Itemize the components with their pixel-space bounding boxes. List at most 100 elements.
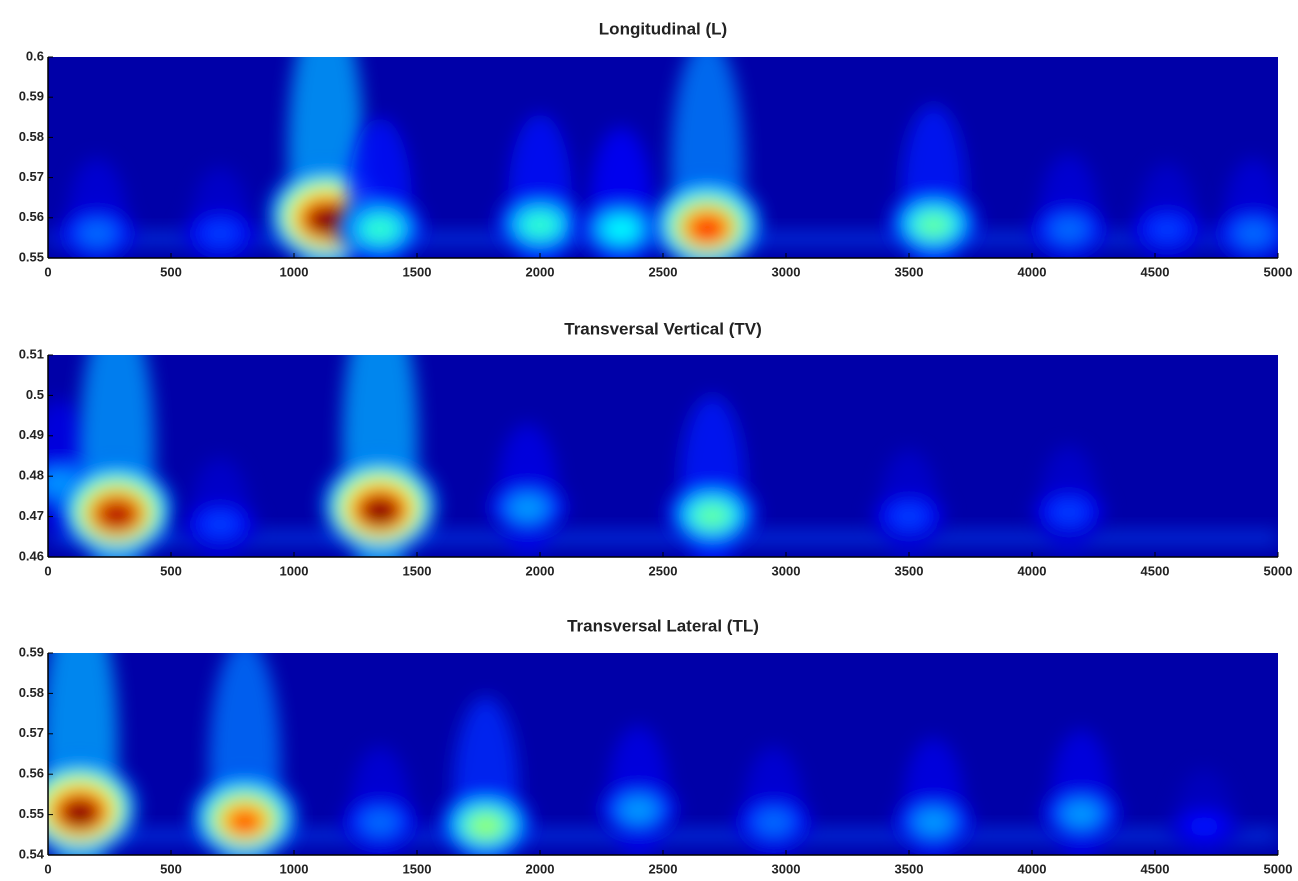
heat-spot [439,696,533,855]
x-tick-label: 0 [44,861,51,876]
heat-level [688,215,726,243]
heat-spot [181,166,259,258]
x-tick-label: 3000 [772,264,801,279]
y-tick-label: 0.55 [19,249,44,264]
y-tick-label: 0.59 [19,644,44,659]
x-tick-label: 500 [160,264,182,279]
heat-level [363,217,398,241]
y-tick-label: 0.57 [19,725,44,740]
x-tick-label: 4000 [1018,563,1047,578]
heat-area [48,355,1278,557]
heat-level [916,213,951,238]
heat-spot [893,737,975,855]
x-tick-label: 5000 [1264,563,1293,578]
y-tick-label: 0.58 [19,685,44,700]
x-tick-label: 1500 [403,563,432,578]
x-tick-label: 5000 [1264,861,1293,876]
x-tick-label: 500 [160,861,182,876]
heat-spot [1167,768,1242,855]
x-tick-label: 2000 [526,861,555,876]
x-tick-label: 1500 [403,264,432,279]
heat-level [757,811,791,834]
y-tick-label: 0.47 [19,508,44,523]
heat-spot [1129,162,1206,258]
y-tick-label: 0.56 [19,766,44,781]
x-tick-label: 3500 [895,264,924,279]
heat-level [522,213,558,237]
heat-spot [1029,153,1109,258]
heat-spot [487,423,569,557]
x-tick-label: 0 [44,264,51,279]
y-tick-label: 0.46 [19,548,44,563]
chart-title: Longitudinal (L) [599,19,727,38]
heat-spot [653,57,762,258]
heat-spot [322,355,438,557]
heat-spot [1030,445,1108,557]
x-tick-label: 4500 [1141,861,1170,876]
heat-spot [578,126,664,258]
x-tick-label: 4500 [1141,264,1170,279]
heat-level [60,799,100,828]
x-tick-label: 1000 [280,264,309,279]
heat-level [694,504,730,528]
plume [670,57,744,258]
chart-title: Transversal Vertical (TV) [564,319,762,338]
heat-spot [336,117,425,258]
heat-level [1188,816,1221,837]
y-tick-label: 0.57 [19,169,44,184]
x-tick-label: 2500 [649,563,678,578]
heat-level [306,206,346,235]
y-tick-label: 0.48 [19,468,44,483]
heat-level [468,814,504,839]
heat-level [360,497,400,526]
heat-area [48,653,1278,855]
y-tick-label: 0.5 [26,387,44,402]
heat-area [48,57,1278,258]
heat-spot [60,355,174,557]
heat-spot [48,653,138,855]
heat-level [621,799,655,822]
y-tick-label: 0.59 [19,89,44,104]
x-tick-label: 2000 [526,264,555,279]
heat-spot [734,746,814,855]
heat-level [1052,218,1086,241]
heat-spot [181,457,259,557]
heat-spot [888,104,979,258]
x-tick-label: 0 [44,563,51,578]
heat-spot [1040,729,1122,855]
heat-level [363,811,397,834]
heat-spot [870,449,948,557]
heat-level [1237,222,1270,245]
heat-level [1151,219,1184,241]
heat-level [204,223,237,245]
y-tick-label: 0.56 [19,209,44,224]
x-tick-label: 4000 [1018,861,1047,876]
heat-level [1052,501,1086,523]
heat-level [226,808,264,836]
chart-title: Transversal Lateral (TL) [567,616,759,635]
heat-level [80,222,114,245]
x-tick-label: 3000 [772,861,801,876]
x-tick-label: 2500 [649,861,678,876]
x-tick-label: 4000 [1018,264,1047,279]
heat-spot [496,113,584,258]
heat-level [917,811,951,834]
y-tick-label: 0.58 [19,129,44,144]
x-tick-label: 1000 [280,563,309,578]
x-tick-label: 2000 [526,563,555,578]
x-tick-label: 2500 [649,264,678,279]
heat-level [1064,803,1098,826]
y-tick-label: 0.49 [19,427,44,442]
heat-level [97,501,136,530]
x-tick-label: 4500 [1141,563,1170,578]
x-tick-label: 500 [160,563,182,578]
heat-spot [57,157,137,258]
y-tick-label: 0.54 [19,846,45,861]
x-tick-label: 3500 [895,861,924,876]
heat-spot [1214,157,1278,258]
y-tick-label: 0.51 [19,346,44,361]
heat-level [604,218,639,241]
heat-level [204,514,237,535]
x-tick-label: 5000 [1264,264,1293,279]
heat-level [511,497,545,520]
